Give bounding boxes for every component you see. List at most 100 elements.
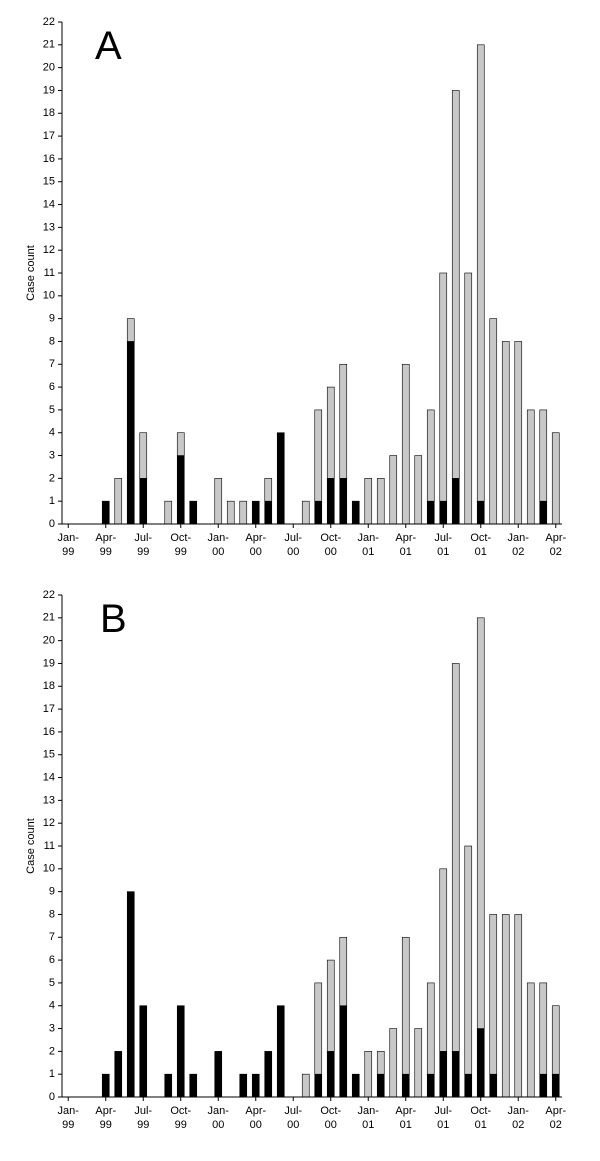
bar-segment: [376, 1073, 385, 1098]
x-tick-label-line: Oct-: [470, 1105, 491, 1117]
bar-segment: [551, 1005, 560, 1075]
y-tick-label: 13: [43, 221, 55, 233]
y-tick-label: 21: [43, 612, 55, 624]
y-tick-label: 2: [49, 472, 55, 484]
x-tick-label-line: Oct-: [170, 1105, 191, 1117]
panel-letter: B: [100, 597, 127, 641]
bar-segment: [414, 455, 423, 525]
bar-segment: [139, 1005, 148, 1098]
bar-segment: [539, 1073, 548, 1098]
y-tick-label: 1: [49, 495, 55, 507]
x-tick-label: Oct- 01: [470, 1105, 491, 1131]
x-tick-label-line: Jul-: [134, 532, 152, 544]
x-tick-label: Jan- 01: [358, 532, 380, 558]
bar-segment: [514, 341, 523, 525]
x-tick-label-line: Apr-: [545, 532, 566, 544]
x-tick-label-line: Jan-: [508, 532, 530, 544]
bar-segment: [426, 982, 435, 1075]
y-tick-label: 7: [49, 931, 55, 943]
x-tick-label-line: Oct-: [470, 532, 491, 544]
bar-segment: [476, 44, 485, 502]
bar-segment: [476, 617, 485, 1029]
x-tick-label: Apr- 02: [545, 1105, 566, 1131]
bar-segment: [251, 500, 260, 525]
x-tick-label-line: 00: [212, 546, 224, 558]
x-tick-label-line: 01: [475, 546, 487, 558]
bar-segment: [501, 914, 510, 1098]
x-tick-label-line: 02: [550, 1119, 562, 1131]
y-tick-label: 6: [49, 954, 55, 966]
x-tick-label-line: 00: [325, 546, 337, 558]
bar-segment: [476, 500, 485, 525]
y-tick-label: 0: [49, 1091, 55, 1103]
x-tick-label: Oct- 01: [470, 532, 491, 558]
x-tick-label-line: 00: [325, 1119, 337, 1131]
bar-segment: [326, 386, 335, 479]
bar-segment: [189, 500, 198, 525]
bar-segment: [426, 1073, 435, 1098]
y-tick-label: 12: [43, 244, 55, 256]
y-tick-label: 22: [43, 16, 55, 28]
x-tick-label-line: Oct-: [320, 1105, 341, 1117]
x-tick-label-line: 01: [362, 1119, 374, 1131]
x-tick-label: Jan- 00: [208, 1105, 230, 1131]
x-tick-label-line: 99: [137, 1119, 149, 1131]
y-tick-label: 4: [49, 1000, 55, 1012]
bar-segment: [139, 432, 148, 479]
x-tick-label-line: Jul-: [284, 1105, 302, 1117]
x-tick-label: Apr- 01: [395, 1105, 416, 1131]
y-tick-label: 16: [43, 726, 55, 738]
bar-segment: [126, 318, 135, 342]
bar-segment: [339, 478, 348, 525]
y-tick-label: 6: [49, 381, 55, 393]
bar-segment: [101, 1073, 110, 1098]
x-tick-label-line: Oct-: [320, 532, 341, 544]
x-tick-label-line: 00: [250, 1119, 262, 1131]
y-tick-label: 3: [49, 449, 55, 461]
x-tick-label: Apr- 00: [245, 532, 266, 558]
bar-segment: [239, 500, 248, 525]
x-tick-label: Jan- 02: [508, 532, 530, 558]
y-tick-label: 0: [49, 518, 55, 530]
y-tick-label: 11: [44, 840, 55, 852]
bar-segment: [314, 1073, 323, 1098]
y-tick-label: 15: [43, 749, 55, 761]
x-tick-label: Apr- 00: [245, 1105, 266, 1131]
x-tick-label-line: 00: [287, 1119, 299, 1131]
bar-segment: [339, 363, 348, 479]
y-tick-label: 21: [43, 39, 55, 51]
x-tick-label-line: 01: [400, 1119, 412, 1131]
bar-segment: [339, 1005, 348, 1098]
bar-segment: [414, 1028, 423, 1098]
bar-segment: [451, 478, 460, 525]
x-tick-label-line: 02: [512, 546, 524, 558]
x-tick-label-line: 02: [512, 1119, 524, 1131]
y-tick-label: 10: [43, 290, 55, 302]
bar-segment: [451, 663, 460, 1052]
x-tick-label-line: Apr-: [395, 532, 416, 544]
x-tick-label-line: Jan-: [58, 532, 80, 544]
bar-segment: [126, 341, 135, 525]
x-tick-label-line: 99: [100, 1119, 112, 1131]
x-tick-label-line: 01: [475, 1119, 487, 1131]
y-tick-label: 20: [43, 62, 55, 74]
bar-segment: [439, 500, 448, 525]
y-tick-label: 15: [43, 176, 55, 188]
bar-segment: [489, 914, 498, 1075]
x-tick-label: Oct- 99: [170, 532, 191, 558]
bar-segment: [214, 1051, 223, 1098]
bar-segment: [501, 341, 510, 525]
bar-segment: [239, 1073, 248, 1098]
panel-letter: A: [95, 24, 122, 68]
bar-segment: [376, 1051, 385, 1075]
y-tick-label: 3: [49, 1022, 55, 1034]
y-tick-label: 4: [49, 427, 55, 439]
bar-segment: [539, 409, 548, 502]
x-tick-label-line: 00: [250, 546, 262, 558]
x-tick-label-line: 00: [212, 1119, 224, 1131]
y-tick-label: 9: [49, 313, 55, 325]
bar-segment: [464, 1073, 473, 1098]
bar-segment: [276, 432, 285, 525]
x-tick-label-line: Jan-: [508, 1105, 530, 1117]
